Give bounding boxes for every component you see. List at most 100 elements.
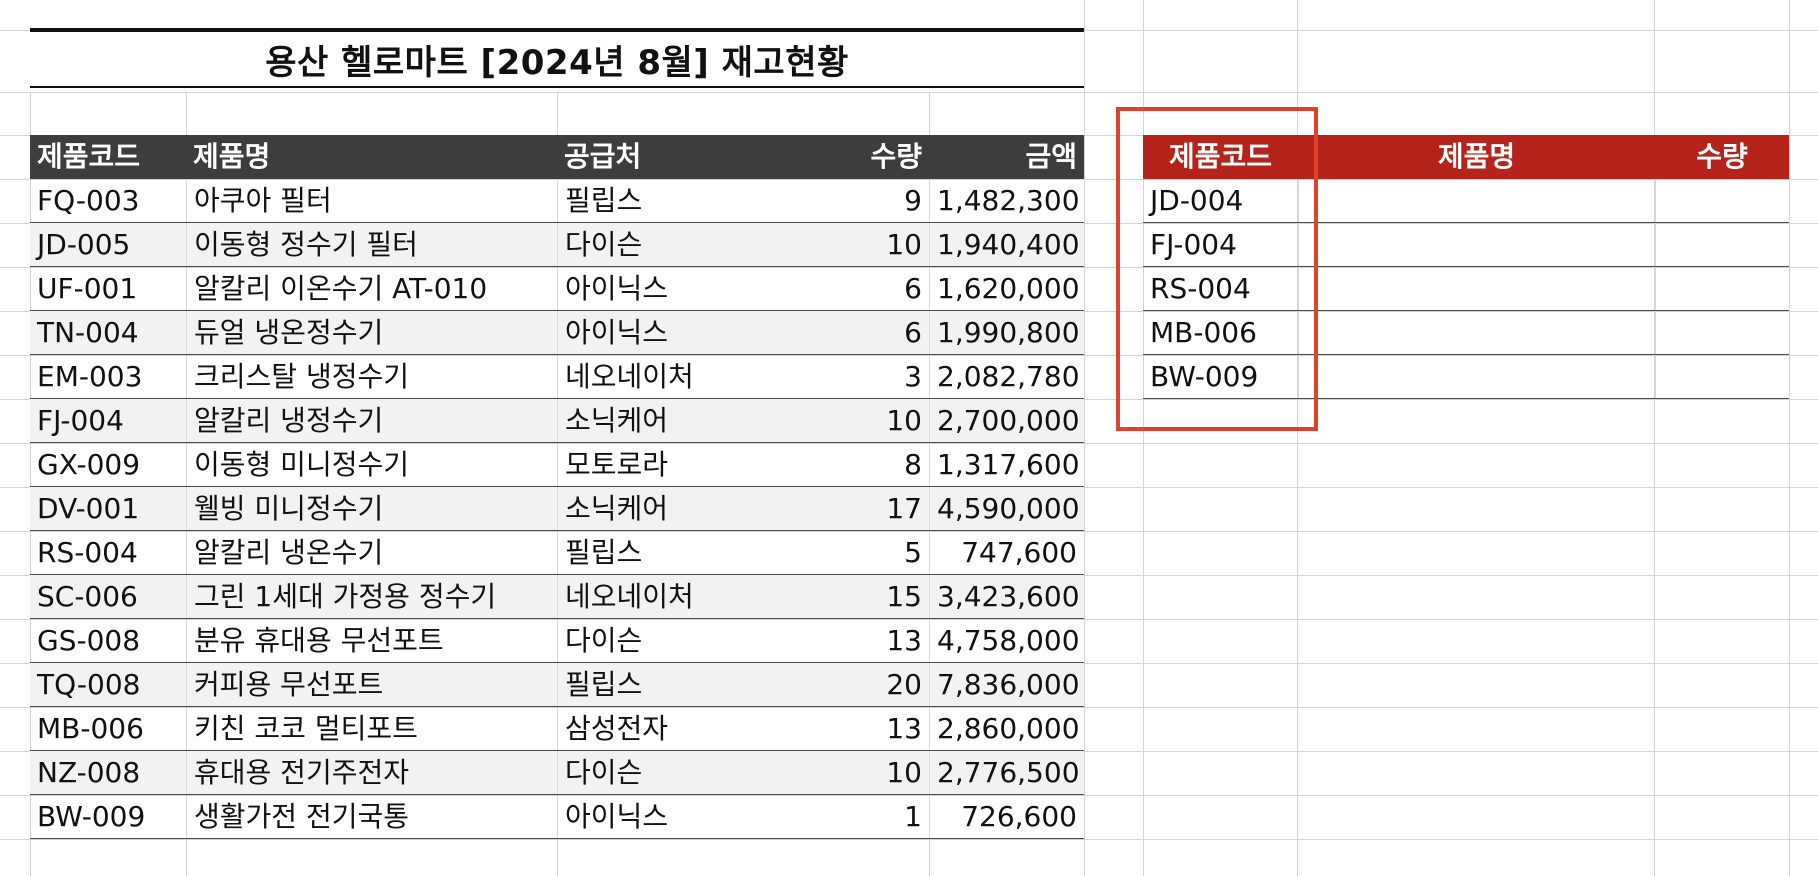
cell-amount[interactable]: 1,317,600: [929, 443, 1084, 486]
cell-supplier[interactable]: 필립스: [557, 531, 839, 574]
cell-amount[interactable]: 2,776,500: [929, 751, 1084, 794]
cell-amount[interactable]: 1,990,800: [929, 311, 1084, 354]
cell-amount[interactable]: 1,940,400: [929, 223, 1084, 266]
cell-product-name[interactable]: 이동형 미니정수기: [186, 443, 557, 486]
cell-product-code[interactable]: MB-006: [37, 712, 144, 745]
cell-quantity[interactable]: 6: [904, 272, 922, 305]
cell-product-name[interactable]: 이동형 정수기 필터: [186, 223, 557, 266]
cell-product-code[interactable]: TQ-008: [37, 668, 141, 701]
header-product-name[interactable]: 제품명: [193, 140, 271, 173]
cell-supplier[interactable]: 소닉케어: [557, 399, 839, 442]
cell-quantity[interactable]: 9: [904, 184, 922, 217]
cell-product-code[interactable]: GS-008: [37, 624, 141, 657]
cell-supplier[interactable]: 아이닉스: [557, 267, 839, 310]
cell-product-code[interactable]: BW-009: [37, 800, 146, 833]
cell-product-code[interactable]: NZ-008: [37, 756, 141, 789]
lookup-cell-product-code[interactable]: JD-004: [1150, 184, 1244, 217]
cell-quantity[interactable]: 10: [886, 228, 922, 261]
lookup-cell-product-name[interactable]: [1298, 179, 1655, 222]
cell-amount[interactable]: 7,836,000: [929, 663, 1084, 706]
cell-amount[interactable]: 4,758,000: [929, 619, 1084, 662]
cell-product-name[interactable]: 분유 휴대용 무선포트: [186, 619, 557, 662]
cell-supplier[interactable]: 소닉케어: [557, 487, 839, 530]
lookup-cell-product-code[interactable]: BW-009: [1150, 360, 1259, 393]
cell-amount[interactable]: 726,600: [929, 795, 1084, 838]
cell-product-code[interactable]: SC-006: [37, 580, 138, 613]
cell-quantity[interactable]: 13: [886, 712, 922, 745]
header-product-code[interactable]: 제품코드: [37, 140, 141, 173]
lookup-cell-product-code[interactable]: MB-006: [1150, 316, 1257, 349]
cell-supplier[interactable]: 네오네이처: [557, 355, 839, 398]
cell-supplier[interactable]: 다이슨: [557, 619, 839, 662]
cell-amount[interactable]: 1,620,000: [929, 267, 1084, 310]
lookup-cell-quantity[interactable]: [1655, 223, 1789, 266]
cell-quantity[interactable]: 17: [886, 492, 922, 525]
cell-supplier[interactable]: 아이닉스: [557, 795, 839, 838]
lookup-cell-product-code[interactable]: FJ-004: [1150, 228, 1237, 261]
cell-product-name[interactable]: 알칼리 냉온수기: [186, 531, 557, 574]
cell-product-code[interactable]: RS-004: [37, 536, 138, 569]
lookup-cell-product-name[interactable]: [1298, 355, 1655, 398]
lookup-cell-quantity[interactable]: [1655, 311, 1789, 354]
cell-amount[interactable]: 2,860,000: [929, 707, 1084, 750]
cell-supplier[interactable]: 아이닉스: [557, 311, 839, 354]
lookup-cell-quantity[interactable]: [1655, 355, 1789, 398]
cell-product-name[interactable]: 휴대용 전기주전자: [186, 751, 557, 794]
cell-product-code[interactable]: GX-009: [37, 448, 141, 481]
cell-amount[interactable]: 2,700,000: [929, 399, 1084, 442]
cell-supplier[interactable]: 네오네이처: [557, 575, 839, 618]
cell-product-name[interactable]: 듀얼 냉온정수기: [186, 311, 557, 354]
lookup-cell-quantity[interactable]: [1655, 267, 1789, 310]
cell-quantity[interactable]: 10: [886, 756, 922, 789]
cell-product-name[interactable]: 알칼리 냉정수기: [186, 399, 557, 442]
cell-product-code[interactable]: DV-001: [37, 492, 140, 525]
cell-quantity[interactable]: 6: [904, 316, 922, 349]
cell-supplier[interactable]: 다이슨: [557, 751, 839, 794]
cell-product-name[interactable]: 아쿠아 필터: [186, 179, 557, 222]
cell-product-name[interactable]: 알칼리 이온수기 AT-010: [186, 267, 557, 310]
cell-quantity[interactable]: 8: [904, 448, 922, 481]
lookup-cell-product-code[interactable]: RS-004: [1150, 272, 1251, 305]
cell-quantity[interactable]: 5: [904, 536, 922, 569]
cell-supplier[interactable]: 삼성전자: [557, 707, 839, 750]
cell-product-name[interactable]: 크리스탈 냉정수기: [186, 355, 557, 398]
cell-product-name[interactable]: 생활가전 전기국통: [186, 795, 557, 838]
cell-supplier[interactable]: 필립스: [557, 179, 839, 222]
cell-amount[interactable]: 4,590,000: [929, 487, 1084, 530]
cell-amount[interactable]: 747,600: [929, 531, 1084, 574]
cell-supplier[interactable]: 다이슨: [557, 223, 839, 266]
cell-quantity[interactable]: 15: [886, 580, 922, 613]
lookup-header-product-name[interactable]: 제품명: [1437, 140, 1516, 173]
cell-product-name[interactable]: 키친 코코 멀티포트: [186, 707, 557, 750]
cell-quantity[interactable]: 10: [886, 404, 922, 437]
cell-product-code[interactable]: UF-001: [37, 272, 138, 305]
cell-product-code[interactable]: EM-003: [37, 360, 143, 393]
header-amount[interactable]: 금액: [1025, 140, 1077, 173]
cell-product-code[interactable]: FJ-004: [37, 404, 124, 437]
cell-product-code[interactable]: TN-004: [37, 316, 139, 349]
lookup-row: MB-006: [1143, 311, 1789, 355]
cell-quantity[interactable]: 1: [904, 800, 922, 833]
cell-quantity[interactable]: 20: [886, 668, 922, 701]
cell-product-name[interactable]: 그린 1세대 가정용 정수기: [186, 575, 557, 618]
lookup-cell-product-name[interactable]: [1298, 267, 1655, 310]
lookup-header-quantity[interactable]: 수량: [1696, 140, 1748, 173]
lookup-cell-product-name[interactable]: [1298, 311, 1655, 354]
cell-supplier[interactable]: 필립스: [557, 663, 839, 706]
header-supplier[interactable]: 공급처: [564, 140, 642, 173]
cell-quantity[interactable]: 3: [904, 360, 922, 393]
cell-product-code[interactable]: FQ-003: [37, 184, 140, 217]
lookup-header-product-code[interactable]: 제품코드: [1168, 140, 1273, 173]
cell-amount[interactable]: 1,482,300: [929, 179, 1084, 222]
cell-product-name[interactable]: 웰빙 미니정수기: [186, 487, 557, 530]
cell-quantity[interactable]: 13: [886, 624, 922, 657]
header-quantity[interactable]: 수량: [870, 140, 922, 173]
cell-amount[interactable]: 3,423,600: [929, 575, 1084, 618]
cell-product-name[interactable]: 커피용 무선포트: [186, 663, 557, 706]
cell-supplier[interactable]: 모토로라: [557, 443, 839, 486]
cell-product-code[interactable]: JD-005: [37, 228, 131, 261]
lookup-cell-product-name[interactable]: [1298, 223, 1655, 266]
cell-amount[interactable]: 2,082,780: [929, 355, 1084, 398]
lookup-row: RS-004: [1143, 267, 1789, 311]
lookup-cell-quantity[interactable]: [1655, 179, 1789, 222]
